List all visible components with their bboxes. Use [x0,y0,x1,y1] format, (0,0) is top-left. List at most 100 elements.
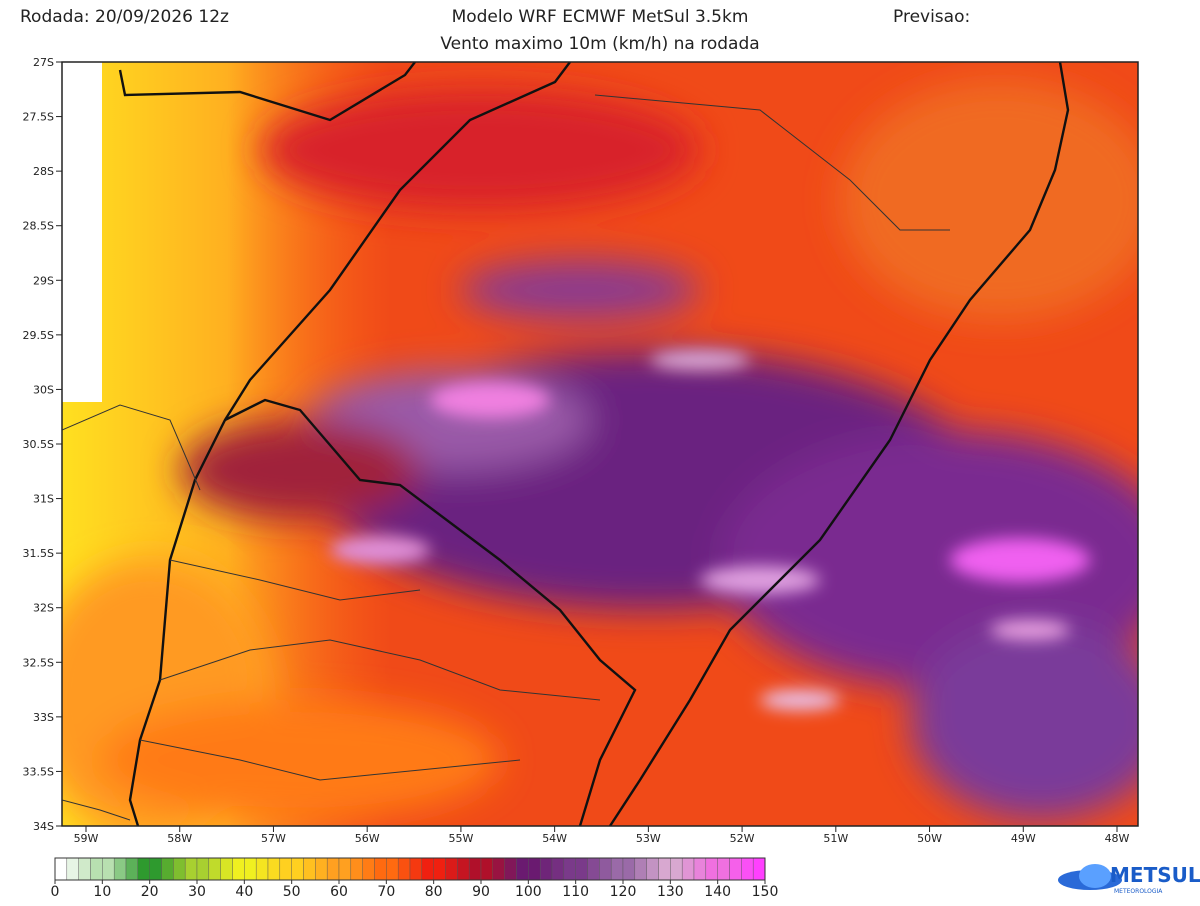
lat-tick-label: 30S [33,383,54,396]
colorbar-cell [622,857,636,881]
colorbar-cell [717,857,730,881]
colorbar-cell [575,857,588,881]
colorbar-cell [646,857,659,881]
colorbar-cell [267,857,281,881]
lon-tick-label: 58W [167,832,192,845]
colorbar-cell [125,857,139,881]
colorbar-cell [539,857,553,881]
colorbar-cell [433,857,446,881]
lat-tick-label: 31.5S [23,547,54,560]
lat-tick-label: 28.5S [23,220,54,233]
colorbar-cell [66,857,79,881]
lat-tick-label: 31S [33,493,54,506]
colorbar-tick-label: 90 [472,884,490,900]
colorbar-tick-label: 100 [515,884,542,900]
colorbar-cell [362,857,375,881]
lat-tick-label: 30.5S [23,438,54,451]
colorbar-cell [504,857,517,881]
colorbar-cell [102,857,115,881]
lat-tick-label: 32S [33,602,54,615]
colorbar-cell [587,857,600,881]
colorbar-cell [741,857,754,881]
lon-tick-label: 50W [917,832,942,845]
lat-tick-label: 33S [33,711,54,724]
lon-tick-label: 56W [355,832,380,845]
lon-tick-label: 54W [542,832,567,845]
colorbar-cell [528,857,541,881]
colorbar-cell [78,857,91,881]
colorbar-cell [255,857,269,881]
colorbar-cell [457,857,470,881]
forecast-label: Previsao: [893,7,970,27]
colorbar-cell [705,857,718,881]
model-title: Modelo WRF ECMWF MetSul 3.5km [452,7,749,27]
lat-tick-label: 27S [33,56,54,69]
colorbar-cell [208,857,221,881]
colorbar-cell [303,857,316,881]
colorbar-cell [634,857,647,881]
lat-tick-label: 29.5S [23,329,54,342]
lon-tick-label: 49W [1011,832,1036,845]
colorbar-cell [149,857,162,881]
colorbar-cell [90,857,103,881]
lon-tick-label: 55W [448,832,473,845]
colorbar-cell [232,857,245,881]
colorbar-cell [563,857,576,881]
lat-tick-label: 28S [33,165,54,178]
colorbar-tick-label: 10 [93,884,111,900]
colorbar-cell [681,857,695,881]
colorbar-cell [184,857,198,881]
colorbar-tick-label: 80 [425,884,443,900]
colorbar-cell [397,857,411,881]
lon-tick-label: 48W [1105,832,1130,845]
colorbar-tick-label: 110 [562,884,589,900]
colorbar-cell [374,857,387,881]
lat-tick-label: 27.5S [23,111,54,124]
subtitle: Vento maximo 10m (km/h) na rodada [440,34,759,54]
colorbar-cell [670,857,683,881]
colorbar-cell [291,857,304,881]
lat-tick-label: 34S [33,820,54,833]
colorbar-frame [54,857,766,881]
lat-tick-label: 32.5S [23,656,54,669]
colorbar-cell [468,857,482,881]
lat-tick-label: 33.5S [23,765,54,778]
lon-tick-label: 52W [730,832,755,845]
colorbar-cell [220,857,233,881]
lon-tick-label: 51W [823,832,848,845]
lon-tick-label: 57W [261,832,286,845]
lat-tick-label: 29S [33,274,54,287]
colorbar-cell [137,857,150,881]
colorbar-tick-label: 40 [235,884,253,900]
colorbar-cell [516,857,529,881]
logo-tagline: METEOROLOGIA [1114,888,1163,895]
colorbar-cell [113,857,127,881]
map-ticks: 27S 27.5S 28S 28.5S 29S 29.5S 30S 30.5S 31S 31.5S… [23,56,1130,845]
colorbar-tick-label: 50 [283,884,301,900]
colorbar-cell [445,857,458,881]
colorbar-cell [161,857,174,881]
colorbar-tick-label: 30 [188,884,206,900]
colorbar-tick-label: 120 [610,884,637,900]
colorbar-tick-label: 20 [141,884,159,900]
colorbar-cell [350,857,363,881]
logo-name: METSUL [1110,863,1200,887]
lon-tick-label: 59W [74,832,99,845]
colorbar-cell [409,857,423,881]
colorbar-tick-label: 150 [752,884,779,900]
colorbar-cell [752,857,766,881]
colorbar-cell [315,857,328,881]
colorbar-cell [421,857,434,881]
colorbar-tick-label: 70 [377,884,395,900]
colorbar-cell [551,857,565,881]
colorbar-cell [279,857,292,881]
colorbar-cell [386,857,399,881]
colorbar-cell [338,857,352,881]
lon-tick-label: 53W [636,832,661,845]
logo: METSUL METEOROLOGIA [1058,863,1200,895]
colorbar-tick-label: 60 [330,884,348,900]
colorbar-cell [480,857,494,881]
colorbar-cell [54,857,68,881]
colorbar-cell [599,857,612,881]
